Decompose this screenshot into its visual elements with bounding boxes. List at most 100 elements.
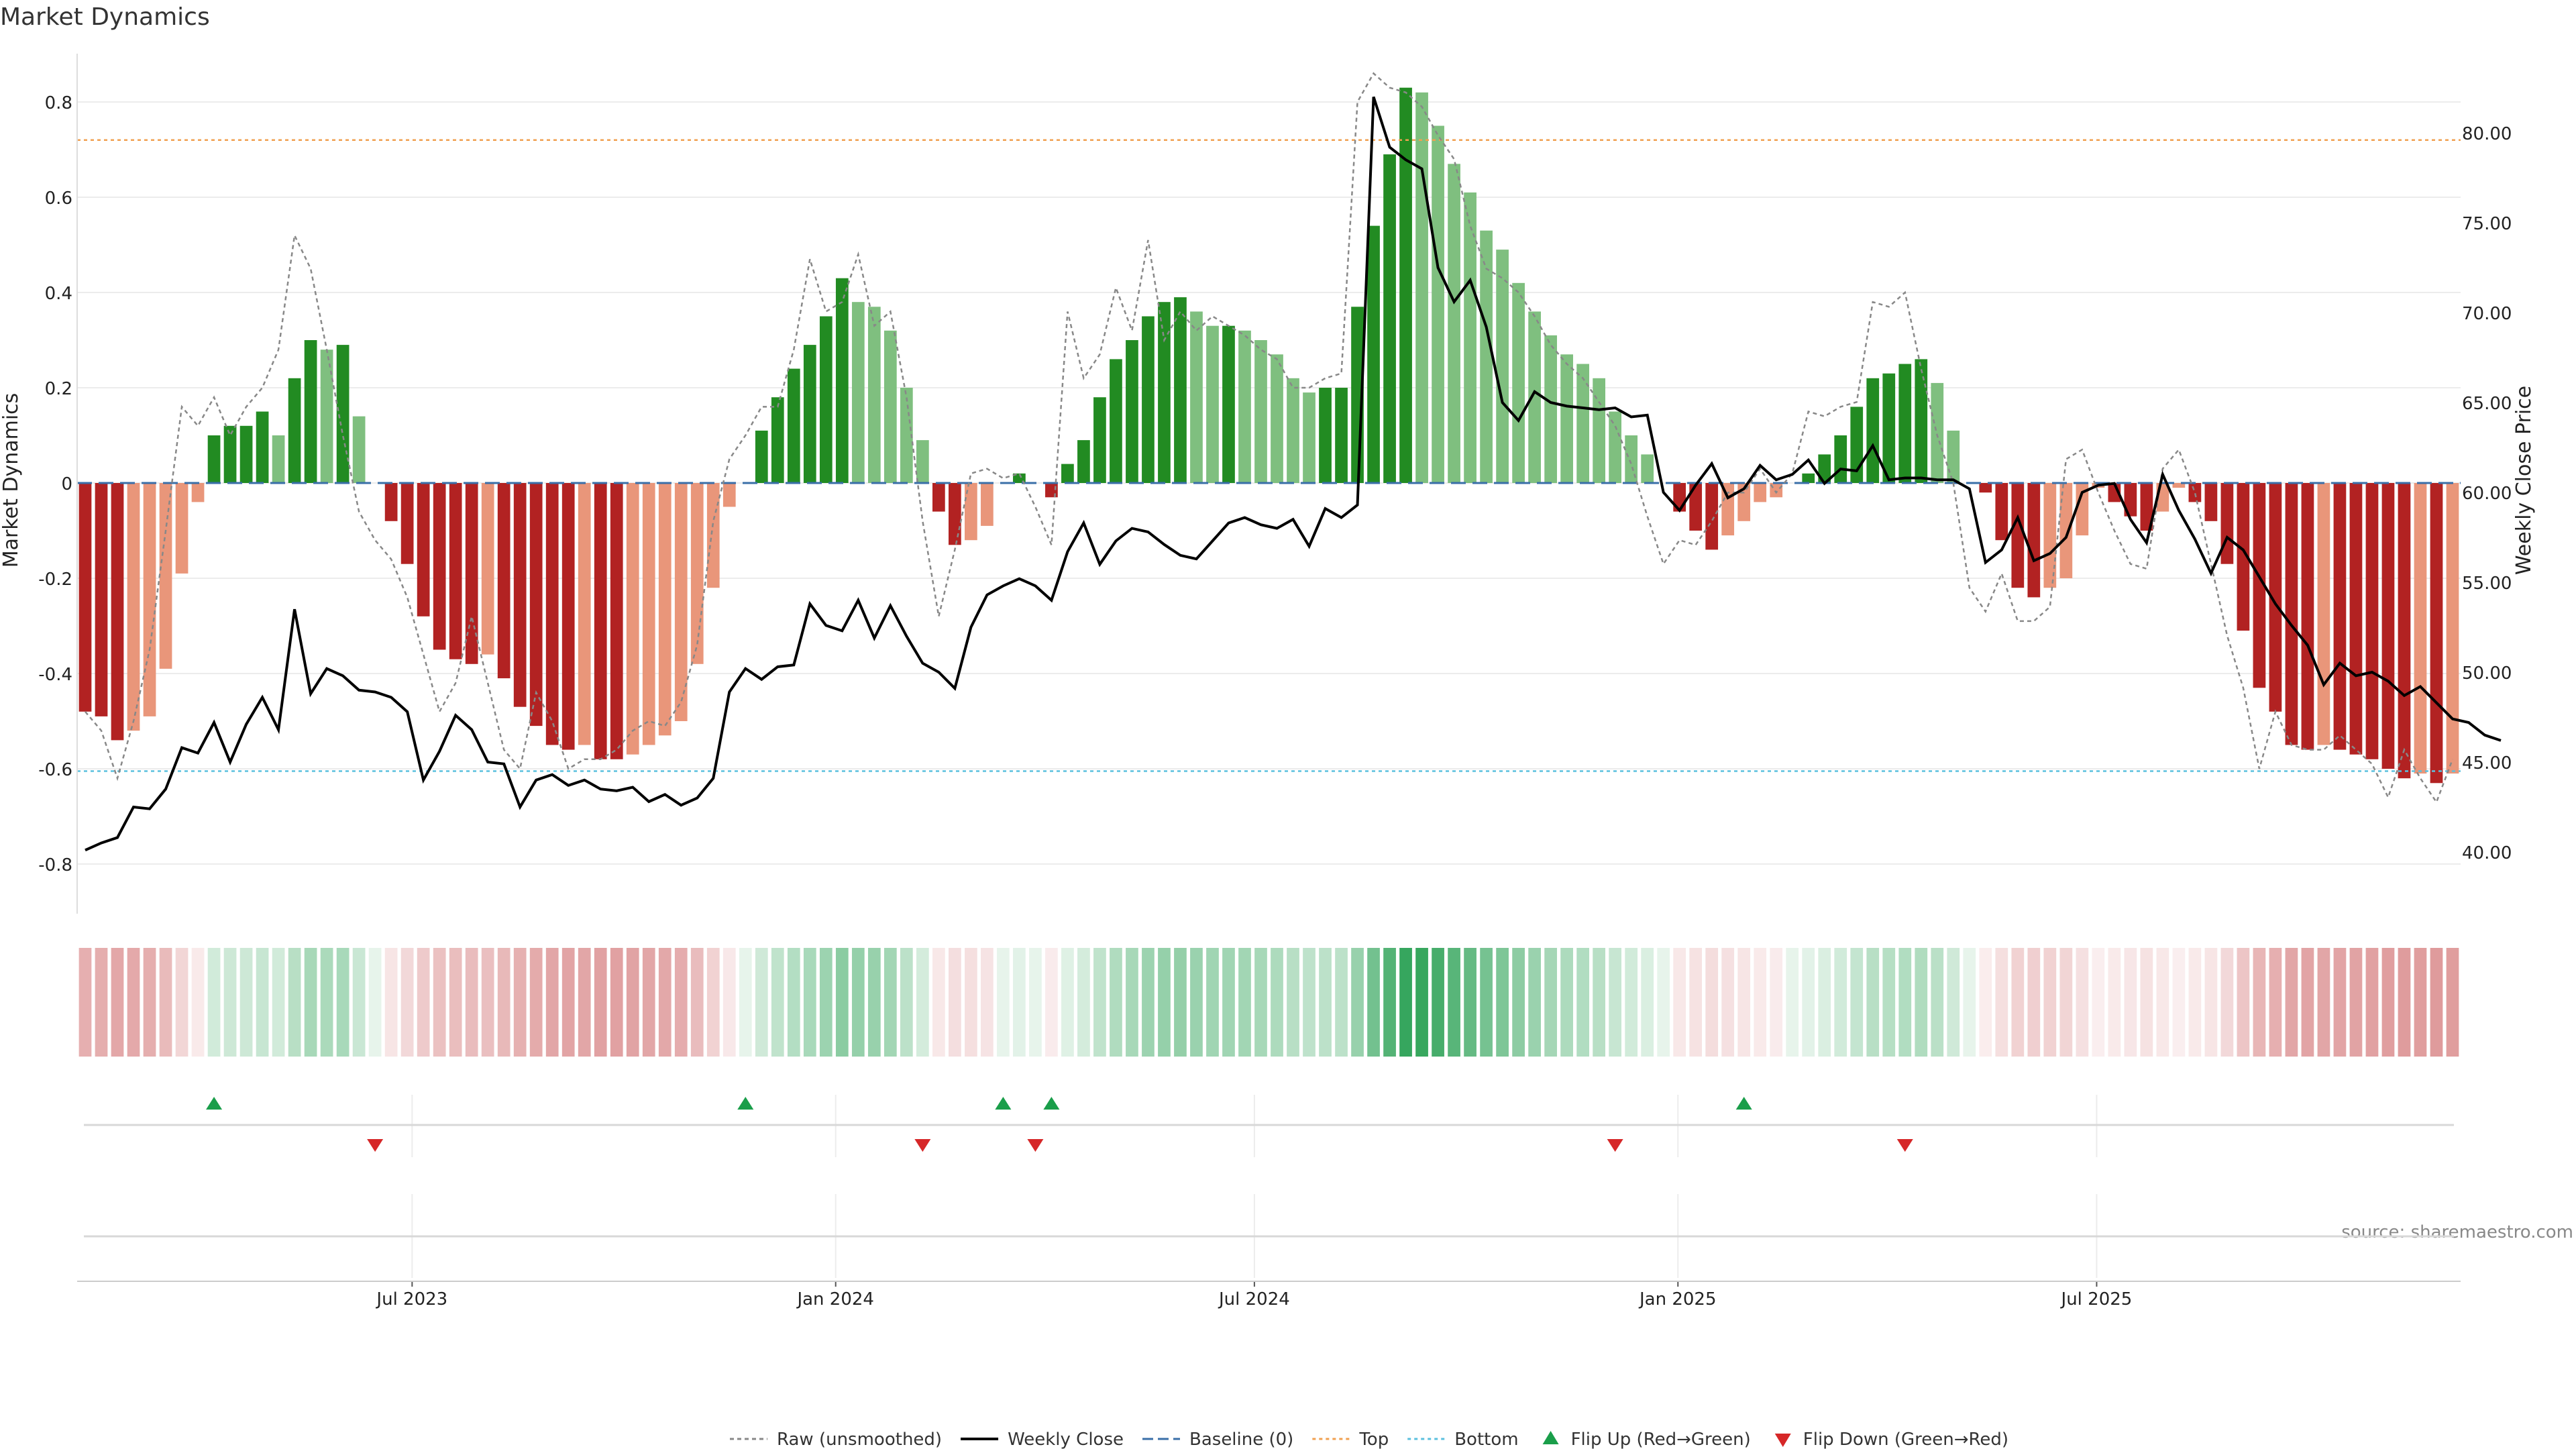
md-bar (1222, 325, 1235, 483)
md-bar (594, 483, 607, 759)
md-bar (2253, 483, 2266, 688)
md-bar (497, 483, 511, 679)
md-bar (690, 483, 704, 664)
heat-cell (2285, 948, 2298, 1057)
heat-cell (465, 948, 478, 1057)
heat-cell (1464, 948, 1477, 1057)
md-bar (1206, 325, 1219, 483)
heat-cell (1174, 948, 1187, 1057)
heat-cell (2204, 948, 2218, 1057)
legend-label: Flip Down (Green→Red) (1803, 1430, 2008, 1449)
heat-cell (111, 948, 124, 1057)
md-bar (2011, 483, 2025, 588)
heat-cell (626, 948, 639, 1057)
md-bar (1915, 359, 1928, 483)
heat-cell (320, 948, 333, 1057)
heat-cell (223, 948, 237, 1057)
legend-label: Top (1358, 1430, 1389, 1449)
flip-up-marker (206, 1097, 223, 1110)
heat-cell (1013, 948, 1026, 1057)
md-bar (1126, 340, 1138, 483)
heat-cell (1770, 948, 1783, 1057)
heat-cell (771, 948, 784, 1057)
heat-cell (561, 948, 575, 1057)
heat-cell (2414, 948, 2427, 1057)
md-bar (1705, 483, 1719, 550)
md-bar (916, 440, 929, 483)
heat-cell (1190, 948, 1203, 1057)
heat-cell (1979, 948, 1992, 1057)
legend-label: Bottom (1454, 1430, 1518, 1449)
heat-cell (1802, 948, 1815, 1057)
heat-cell (449, 948, 462, 1057)
heat-cell (2253, 948, 2266, 1057)
md-bar (1174, 297, 1187, 483)
heat-cell (883, 948, 897, 1057)
y-tick-label-left: -0.4 (38, 665, 72, 685)
md-bar (674, 483, 688, 721)
heat-cell (400, 948, 414, 1057)
heat-cell (2156, 948, 2169, 1057)
md-bar (755, 430, 768, 483)
y-tick-label-right: 50.00 (2462, 663, 2512, 684)
heat-cell (175, 948, 189, 1057)
heat-cell (2365, 948, 2379, 1057)
heat-cell (1560, 948, 1573, 1057)
md-bar (851, 302, 865, 483)
md-bar (336, 345, 350, 483)
heat-cell (1045, 948, 1058, 1057)
md-bar (2349, 483, 2363, 755)
heat-cell (1126, 948, 1138, 1057)
md-bar (207, 435, 221, 483)
heat-cell (1528, 948, 1541, 1057)
md-bar (1335, 388, 1348, 483)
md-bar (965, 483, 977, 541)
heat-cell (1625, 948, 1638, 1057)
md-bar (400, 483, 414, 564)
md-bar (239, 425, 253, 483)
y-tick-label-left: -0.2 (38, 570, 72, 590)
md-bar (771, 397, 784, 483)
heat-cell (1947, 948, 1960, 1057)
flip-down-marker (1607, 1139, 1623, 1152)
heat-cell (368, 948, 382, 1057)
md-bar (1609, 411, 1622, 483)
legend-swatch-flip-down (1774, 1434, 1791, 1447)
flip-down-marker (1896, 1139, 1913, 1152)
heat-cell (1818, 948, 1831, 1057)
y-tick-label-right: 80.00 (2462, 124, 2512, 144)
heat-cell (1206, 948, 1219, 1057)
y-tick-label-left: 0.6 (45, 189, 72, 209)
md-bar (191, 483, 205, 502)
md-bar (78, 483, 92, 712)
heat-cell (1238, 948, 1251, 1057)
legend-item-baseline: Baseline (0) (1142, 1430, 1293, 1449)
flip-up-marker (1735, 1097, 1752, 1110)
y-tick-label-left: -0.6 (38, 760, 72, 780)
heat-cell (578, 948, 591, 1057)
heat-cell (2349, 948, 2363, 1057)
heat-cell (916, 948, 929, 1057)
heat-cell (1705, 948, 1719, 1057)
md-bar (1528, 311, 1541, 483)
legend-item-flip_up: Flip Up (Red→Green) (1542, 1430, 1751, 1449)
heat-cell (674, 948, 688, 1057)
heat-cell (1222, 948, 1235, 1057)
x-tick-label: Jul 2024 (1218, 1289, 1290, 1309)
heat-cell (1399, 948, 1412, 1057)
y-tick-label-left: 0.8 (45, 93, 72, 113)
x-tick-label: Jan 2025 (1638, 1289, 1717, 1309)
md-bar (803, 345, 816, 483)
md-bar (1544, 335, 1557, 483)
md-bar (352, 416, 366, 483)
md-bar (272, 435, 285, 483)
heat-cell (1737, 948, 1751, 1057)
md-bar (1576, 364, 1589, 483)
md-bar (384, 483, 398, 521)
md-bar (1802, 473, 1815, 483)
md-bar (610, 483, 623, 759)
heat-cell (1077, 948, 1090, 1057)
heat-cell (529, 948, 543, 1057)
heat-cell (2076, 948, 2089, 1057)
